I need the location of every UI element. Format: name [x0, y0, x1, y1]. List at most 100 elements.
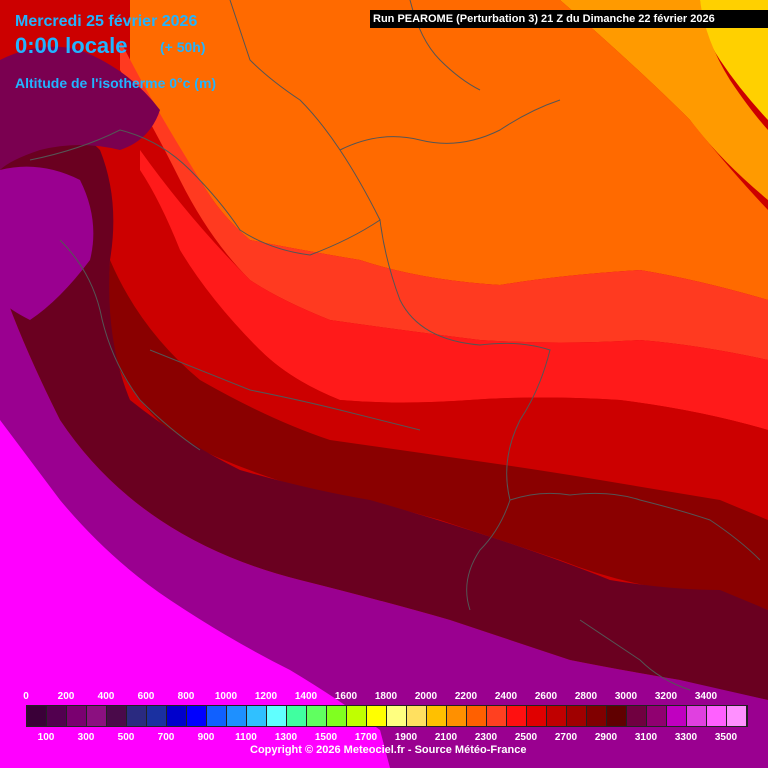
legend-swatch — [567, 706, 587, 726]
border-line — [59, 239, 201, 451]
zone-redorange — [120, 40, 768, 360]
legend-swatch — [307, 706, 327, 726]
legend-swatch — [187, 706, 207, 726]
legend-swatch — [27, 706, 47, 726]
legend-swatch — [467, 706, 487, 726]
legend-swatch — [287, 706, 307, 726]
legend-swatch — [727, 706, 747, 726]
border-line — [466, 499, 511, 611]
legend-top-label: 800 — [177, 691, 195, 702]
legend-swatch — [87, 706, 107, 726]
parameter-title: Altitude de l'isotherme 0°c (m) — [15, 75, 217, 91]
legend-top-label: 1800 — [374, 691, 398, 702]
legend-swatch — [627, 706, 647, 726]
legend-swatch — [647, 706, 667, 726]
border-line — [229, 0, 381, 221]
legend-bottom-label: 3100 — [634, 732, 658, 743]
legend-swatch — [347, 706, 367, 726]
legend-top-label: 1600 — [334, 691, 358, 702]
legend-top-label: 3400 — [694, 691, 718, 702]
legend-top-label: 2400 — [494, 691, 518, 702]
legend-bottom-label: 300 — [77, 732, 95, 743]
legend-swatch — [267, 706, 287, 726]
legend-swatch — [547, 706, 567, 726]
legend-swatch — [607, 706, 627, 726]
legend-bottom-label: 1900 — [394, 732, 418, 743]
legend-top-label: 2200 — [454, 691, 478, 702]
legend-top-label: 1000 — [214, 691, 238, 702]
copyright-text: Copyright © 2026 Meteociel.fr - Source M… — [250, 744, 527, 756]
legend-top-label: 400 — [97, 691, 115, 702]
zone-darkred — [105, 260, 768, 610]
legend-swatch — [487, 706, 507, 726]
legend-swatch — [167, 706, 187, 726]
legend-top-label: 0 — [23, 691, 29, 702]
zone-red — [120, 230, 768, 520]
legend-swatch — [327, 706, 347, 726]
legend-bottom-label: 1700 — [354, 732, 378, 743]
zone-magenta — [0, 420, 390, 768]
legend-swatch — [507, 706, 527, 726]
legend-swatch — [407, 706, 427, 726]
legend-bottom-label: 1100 — [235, 732, 257, 743]
time-title: 0:00 locale — [15, 33, 128, 58]
legend-swatch — [667, 706, 687, 726]
legend-swatch — [707, 706, 727, 726]
legend-bottom-label: 900 — [197, 732, 215, 743]
legend-top-label: 600 — [137, 691, 155, 702]
legend-swatch — [147, 706, 167, 726]
legend-swatch — [687, 706, 707, 726]
legend-bottom-label: 100 — [37, 732, 55, 743]
zone-purple-left — [0, 166, 94, 320]
legend-swatch — [67, 706, 87, 726]
legend-bottom-label: 500 — [117, 732, 135, 743]
legend-top-label: 2600 — [534, 691, 558, 702]
zone-yellow — [700, 0, 768, 120]
legend-bottom-label: 2100 — [434, 732, 458, 743]
legend-bottom-label: 2700 — [554, 732, 578, 743]
legend-swatch — [107, 706, 127, 726]
lead-time-label: (+ 50h) — [160, 39, 206, 55]
legend-swatch — [387, 706, 407, 726]
legend-bottom-label: 2900 — [594, 732, 618, 743]
run-banner: Run PEAROME (Perturbation 3) 21 Z du Dim… — [370, 10, 768, 28]
zone-orange — [130, 0, 768, 300]
legend-bottom-label: 1500 — [314, 732, 338, 743]
zone-bright-red — [140, 150, 768, 430]
border-line — [339, 99, 561, 151]
legend-swatch — [127, 706, 147, 726]
legend-swatch — [527, 706, 547, 726]
legend-top-label: 2000 — [414, 691, 438, 702]
legend-top-label: 3200 — [654, 691, 678, 702]
legend-top-label: 1200 — [254, 691, 278, 702]
zone-amber — [560, 0, 768, 200]
legend-top-label: 1400 — [294, 691, 318, 702]
legend-swatch — [367, 706, 387, 726]
border-line — [29, 129, 571, 501]
legend-bottom-label: 3500 — [714, 732, 738, 743]
legend-swatch — [227, 706, 247, 726]
zone-plum — [0, 46, 160, 170]
legend-swatch — [427, 706, 447, 726]
legend-swatch — [47, 706, 67, 726]
legend-swatch — [207, 706, 227, 726]
legend-bottom-label: 700 — [157, 732, 175, 743]
legend-swatch — [447, 706, 467, 726]
legend-bottom-label: 2500 — [514, 732, 538, 743]
legend-bottom-label: 3300 — [674, 732, 698, 743]
legend-bottom-label: 2300 — [474, 732, 498, 743]
border-line — [579, 619, 691, 691]
legend-top-label: 2800 — [574, 691, 598, 702]
border-line — [569, 492, 761, 561]
date-title: Mercredi 25 février 2026 — [15, 13, 198, 30]
legend-color-scale — [26, 705, 748, 727]
legend-swatch — [247, 706, 267, 726]
legend-swatch — [587, 706, 607, 726]
border-line — [149, 349, 421, 431]
zone-maroon — [0, 118, 768, 700]
legend-bottom-label: 1300 — [274, 732, 298, 743]
legend-top-label: 3000 — [614, 691, 638, 702]
legend-top-label: 200 — [57, 691, 75, 702]
